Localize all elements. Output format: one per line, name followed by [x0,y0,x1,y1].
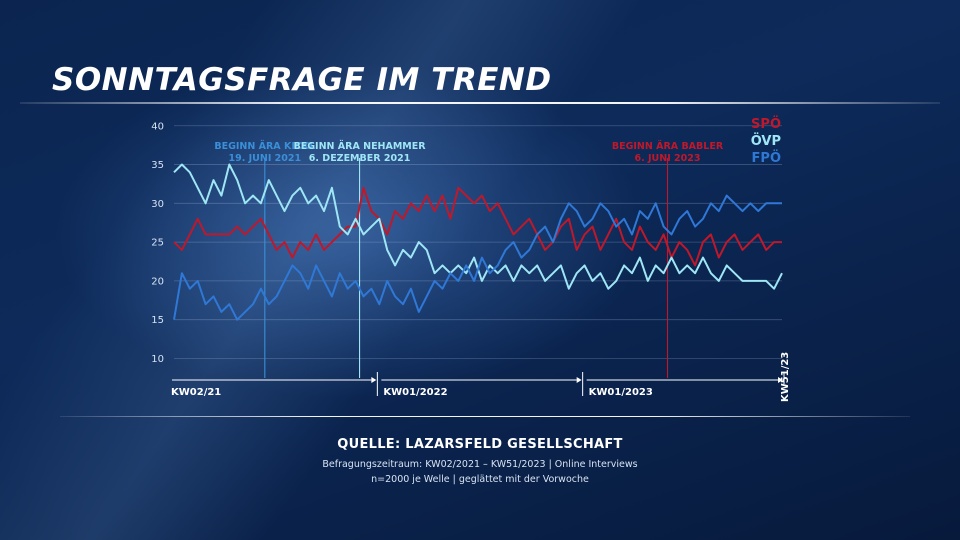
source-title: QUELLE: LAZARSFELD GESELLSCHAFT [337,437,623,452]
x-marker-2: KW01/2022 [383,387,447,398]
series-line-FPÖ [173,194,782,321]
x-marker-1: KW02/21 [171,387,221,398]
source-period: Befragungszeitraum: KW02/2021 – KW51/202… [322,459,638,470]
timeline-arrow [576,377,582,383]
event-date-2: 6. DEZEMBER 2021 [309,153,411,164]
y-tick-30: 30 [151,199,164,210]
y-tick-20: 20 [151,276,164,287]
timeline-arrow [778,377,783,383]
event-title-2: BEGINN ÄRA NEHAMMER [294,141,427,152]
y-tick-10: 10 [151,354,164,365]
event-title-3: BEGINN ÄRA BABLER [612,141,724,152]
title-divider [20,102,940,104]
footer-divider [60,416,910,417]
x-marker-end: KW51/23 [780,352,791,402]
page-title: SONNTAGSFRAGE IM TREND [52,62,552,98]
legend-ÖVP: ÖVP [751,133,781,149]
event-title-1: BEGINN ÄRA KICKL [214,141,315,152]
legend-FPÖ: FPÖ [752,150,781,166]
y-tick-15: 15 [151,315,164,326]
legend-SPÖ: SPÖ [751,116,781,132]
y-tick-40: 40 [151,121,164,132]
axis-layer: KW02/21 KW01/2022 KW01/2023 KW51/23 [171,352,791,402]
timeline-arrow [371,377,377,383]
y-tick-25: 25 [151,238,164,249]
series-line-SPÖ [173,186,782,267]
event-date-3: 6. JUNI 2023 [634,153,700,164]
series-layer [173,163,783,321]
y-tick-35: 35 [151,160,164,171]
x-marker-3: KW01/2023 [589,387,653,398]
event-date-1: 19. JUNI 2021 [228,153,301,164]
source-sample: n=2000 je Welle | geglättet mit der Vorw… [371,474,589,485]
